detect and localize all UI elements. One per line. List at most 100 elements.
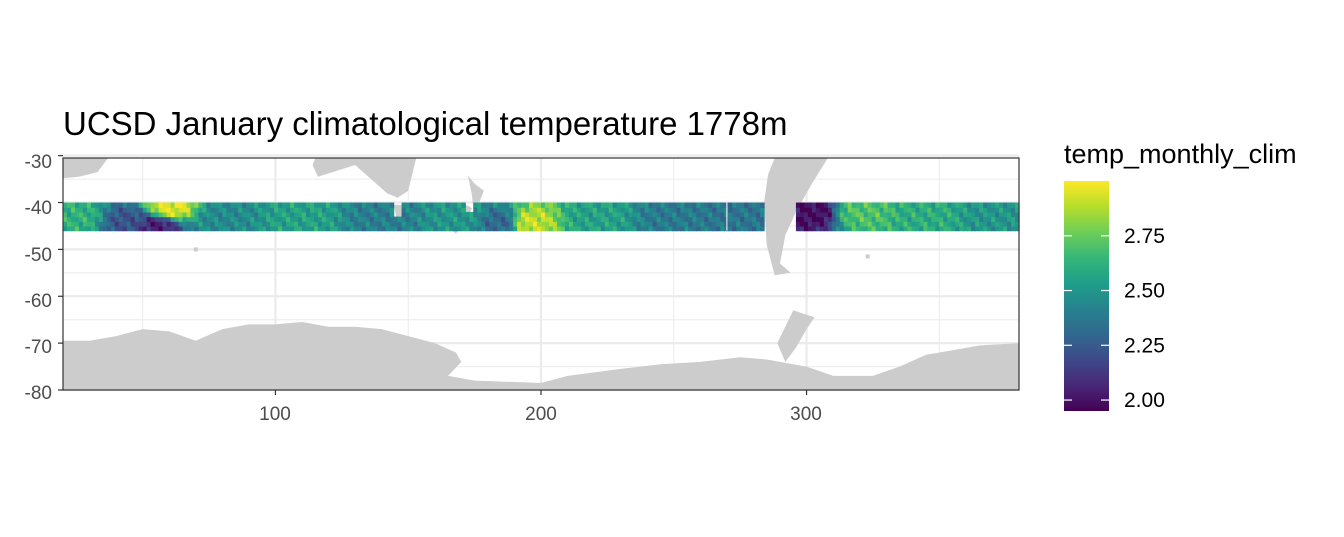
heat-cell [748,221,753,227]
heat-cell [911,225,917,232]
heat-cell [971,221,976,227]
heat-cell [891,207,897,213]
heat-cell [843,221,849,227]
heat-cell [349,225,355,232]
heat-cell [963,216,968,222]
heat-cell [266,211,271,218]
heat-cell [907,207,913,213]
heat-cell [102,221,108,227]
heat-cell [656,216,662,222]
heat-cell [325,221,331,227]
heat-cell [935,221,940,227]
heat-cell [461,225,466,232]
heat-cell [760,211,765,218]
heat-cell [612,225,618,232]
heat-cell [78,221,84,227]
heat-cell [82,202,88,208]
heat-cell [501,207,506,213]
heat-cell [748,202,753,208]
heat-cell [202,225,207,232]
heat-cell [983,211,988,218]
heat-cell [716,211,721,218]
heat-cell [895,225,901,232]
heat-cell [278,221,283,227]
heat-cell [875,207,881,213]
heat-cell [453,207,458,213]
chart-title: UCSD January climatological temperature … [63,105,788,142]
heat-cell [668,225,674,232]
heat-cell [453,202,458,208]
heat-cell [190,207,196,213]
heat-cell [202,211,207,218]
heat-cell [676,225,682,232]
heat-cell [756,216,761,222]
heat-cell [720,225,725,232]
heat-cell [341,225,347,232]
heat-cell [652,225,658,232]
heat-cell [146,207,152,213]
heat-cell [811,225,817,232]
heat-cell [899,202,905,208]
heat-cell [429,211,435,218]
heat-cell [644,202,650,208]
heat-cell [90,207,96,213]
heat-cell [552,225,558,232]
heat-cell [752,216,757,222]
heat-cell [568,221,574,227]
heat-cell [564,216,570,222]
heat-cell [146,202,152,208]
heat-cell [385,211,391,218]
heat-cell [66,225,72,232]
heat-cell [401,221,407,227]
heat-cell [584,207,590,213]
heat-cell [469,225,474,232]
heat-cell [254,202,259,208]
heat-cell [521,211,526,218]
heat-cell [505,207,510,213]
heat-cell [736,207,741,213]
heat-cell [449,225,454,232]
heat-cell [477,207,482,213]
heat-cell [389,207,395,213]
heat-cell [405,225,411,232]
heat-cell [485,202,490,208]
heat-cell [469,211,474,218]
heat-cell [337,225,343,232]
africa-land [63,158,109,179]
heat-cell [290,221,295,227]
heat-cell [309,221,315,227]
heat-cell [278,202,283,208]
heat-cell [544,225,550,232]
heat-cell [166,202,172,208]
heat-cell [859,225,865,232]
heat-cell [620,216,626,222]
heat-cell [596,207,602,213]
heat-cell [648,225,654,232]
heat-cell [716,225,721,232]
heat-cell [931,221,936,227]
heat-cell [102,202,108,208]
heat-cell [150,221,156,227]
heat-cell [98,207,104,213]
heat-cell [835,207,841,213]
heat-cell [580,216,586,222]
heat-cell [242,202,247,208]
heat-cell [891,211,897,218]
south-america-land [764,158,828,276]
heat-cell [453,216,458,222]
heat-cell [118,207,124,213]
heat-cell [445,225,450,232]
heat-cell [815,207,821,213]
heat-cell [1003,225,1008,232]
heat-cell [114,216,120,222]
heat-cell [915,202,921,208]
heat-cell [656,211,662,218]
heat-cell [576,225,582,232]
heat-cell [600,202,606,208]
heat-cell [807,211,813,218]
heat-cell [831,202,837,208]
heat-cell [875,211,881,218]
heat-cell [298,202,303,208]
heat-cell [887,207,893,213]
heat-cell [923,211,928,218]
